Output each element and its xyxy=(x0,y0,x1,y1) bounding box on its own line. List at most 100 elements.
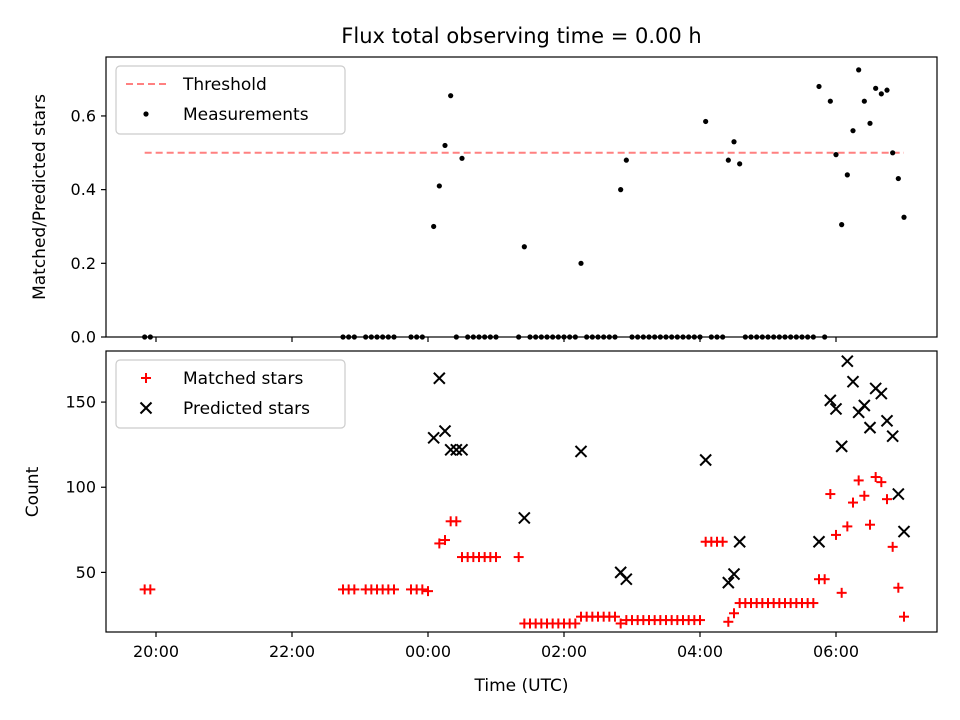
data-point xyxy=(722,576,735,589)
data-point xyxy=(848,497,858,508)
data-point xyxy=(841,355,854,368)
data-point xyxy=(842,521,853,532)
count-legend: Matched stars Predicted stars xyxy=(115,359,346,429)
x-tick-label: 22:00 xyxy=(269,642,315,661)
data-point xyxy=(727,567,741,581)
data-point xyxy=(850,128,856,134)
y-tick-label: 50 xyxy=(76,563,96,582)
data-point xyxy=(856,67,862,73)
data-point xyxy=(839,222,845,228)
legend-box xyxy=(115,359,346,429)
data-point xyxy=(725,157,731,163)
data-point xyxy=(438,424,452,438)
data-point xyxy=(578,260,584,266)
data-point xyxy=(846,375,860,388)
legend-label: Predicted stars xyxy=(183,399,310,419)
data-point xyxy=(518,511,531,525)
ratio-legend: Threshold Measurements xyxy=(115,65,346,135)
data-point xyxy=(836,587,847,598)
data-point xyxy=(574,445,588,458)
data-point xyxy=(880,414,894,428)
data-point xyxy=(870,472,881,483)
legend-label: Matched stars xyxy=(183,369,303,389)
data-point xyxy=(731,139,737,145)
data-point xyxy=(853,475,864,486)
count-axes-frame xyxy=(105,350,938,633)
data-point xyxy=(459,155,465,161)
data-point xyxy=(824,394,837,407)
data-point xyxy=(450,443,463,456)
data-point xyxy=(444,443,457,456)
data-point xyxy=(835,440,848,453)
chart-title: Flux total observing time = 0.00 h xyxy=(341,24,701,48)
data-point xyxy=(844,172,850,178)
data-point xyxy=(886,429,899,443)
data-point xyxy=(819,574,830,585)
data-point xyxy=(733,535,746,548)
data-point xyxy=(618,187,624,193)
data-point xyxy=(878,91,884,97)
data-point xyxy=(893,582,904,593)
data-point xyxy=(899,611,909,622)
data-point xyxy=(389,584,399,595)
x-axis-label: Time (UTC) xyxy=(474,676,569,696)
data-point xyxy=(884,87,890,93)
data-point xyxy=(451,516,462,527)
y-tick-label: 100 xyxy=(65,478,96,497)
data-point xyxy=(623,157,629,163)
data-point xyxy=(695,615,705,626)
data-point xyxy=(890,150,896,156)
data-point xyxy=(897,525,911,538)
data-point xyxy=(491,552,501,563)
data-point xyxy=(145,584,156,595)
legend-marker-swatch xyxy=(139,401,153,415)
data-point xyxy=(858,399,871,412)
data-point xyxy=(433,372,446,385)
data-point xyxy=(895,175,901,182)
data-point xyxy=(513,552,524,563)
data-point xyxy=(812,535,826,548)
data-point xyxy=(717,536,728,547)
legend-marker-swatch xyxy=(141,373,151,383)
data-point xyxy=(455,443,469,456)
legend-label: Measurements xyxy=(183,105,309,125)
x-tick-label: 02:00 xyxy=(541,642,587,661)
data-point xyxy=(865,519,875,530)
data-point xyxy=(892,487,905,501)
legend-box xyxy=(115,65,346,135)
y-tick-label: 0.4 xyxy=(71,180,96,199)
data-point xyxy=(349,584,360,595)
predicted-stars-series xyxy=(427,355,911,589)
ratio-axes-frame xyxy=(105,56,938,338)
data-point xyxy=(521,244,527,250)
data-point xyxy=(610,611,620,622)
data-point xyxy=(699,453,712,467)
data-point xyxy=(867,120,873,126)
data-point xyxy=(434,538,445,549)
count-y-axis-label: Count xyxy=(23,466,43,517)
data-point xyxy=(901,214,907,220)
data-point xyxy=(829,402,843,416)
data-point xyxy=(431,223,437,230)
data-point xyxy=(861,98,867,104)
data-point xyxy=(570,618,581,629)
data-point xyxy=(703,118,709,125)
data-point xyxy=(729,608,739,619)
ratio-y-axis-label: Matched/Predicted stars xyxy=(30,94,50,300)
data-point xyxy=(427,431,440,445)
data-point xyxy=(873,85,879,91)
data-point xyxy=(859,490,870,501)
data-point xyxy=(723,616,734,627)
data-point xyxy=(833,152,839,158)
x-tick-label: 06:00 xyxy=(813,642,859,661)
data-point xyxy=(827,98,833,104)
data-point xyxy=(423,586,433,597)
data-point xyxy=(887,541,898,552)
data-point xyxy=(816,83,822,90)
legend-marker-swatch xyxy=(143,111,149,117)
legend-label: Threshold xyxy=(182,75,267,95)
ratio-panel: 0.0 0.2 0.4 0.6 Matched/Predicted stars Thr… xyxy=(30,56,938,347)
x-tick-label: 20:00 xyxy=(133,642,179,661)
